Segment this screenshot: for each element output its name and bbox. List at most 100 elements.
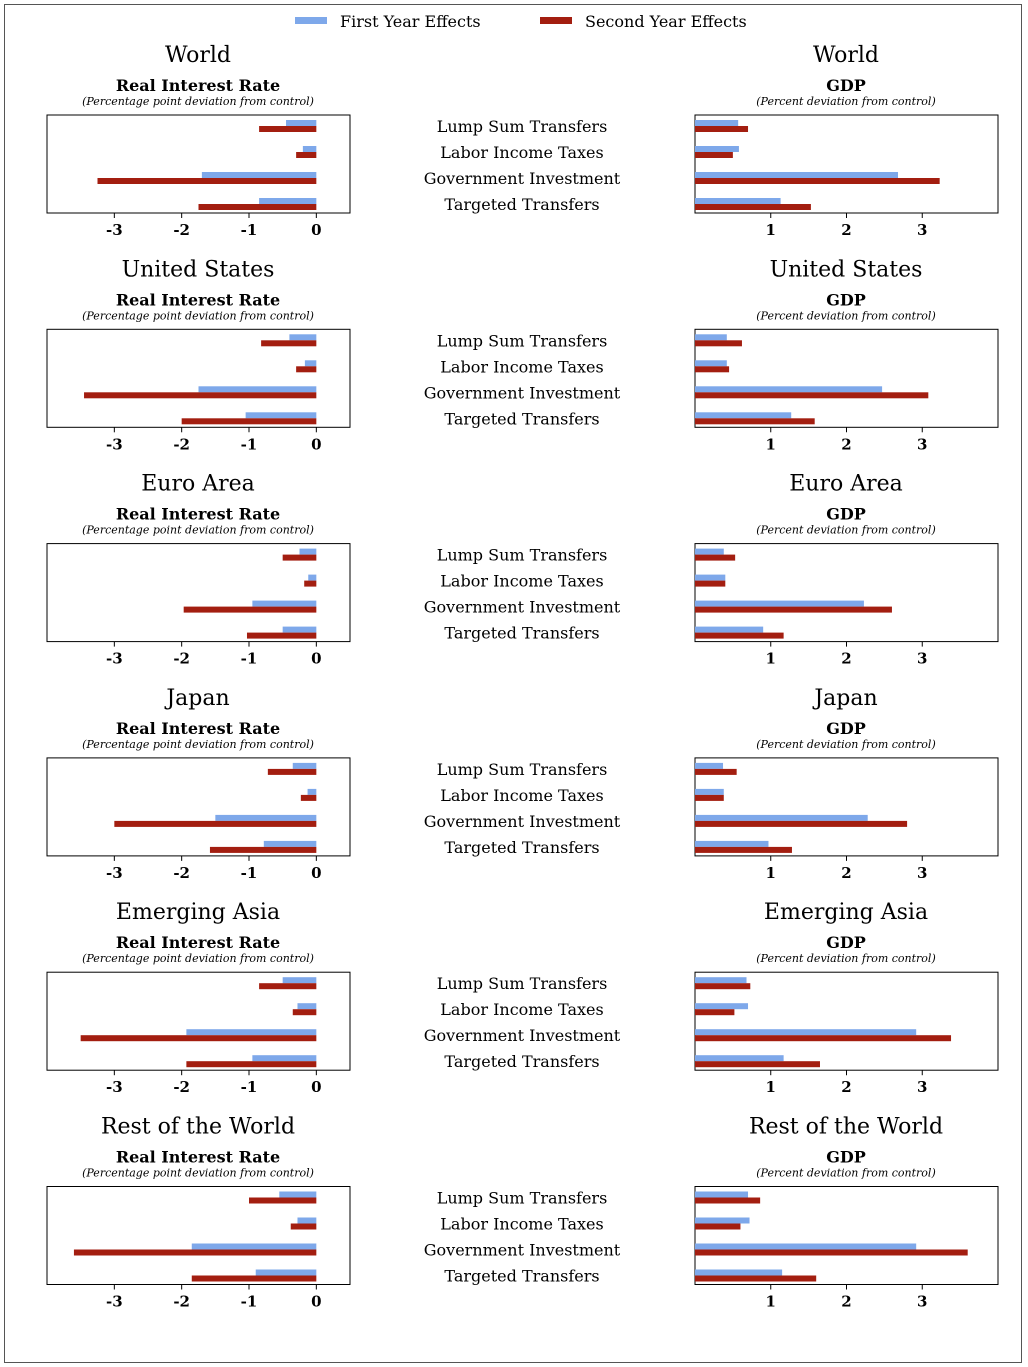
gdp-bar-second-year-targeted-transfers xyxy=(695,846,792,853)
rate-bar-second-year-lump-sum-transfers xyxy=(249,1197,317,1204)
rate-tick-label: 0 xyxy=(311,1078,321,1096)
gdp-bar-second-year-government-investment xyxy=(695,1035,952,1042)
gdp-bar-first-year-targeted-transfers xyxy=(695,1269,783,1276)
rate-bar-second-year-government-investment xyxy=(97,178,317,184)
rate-bar-first-year-labor-income-taxes xyxy=(304,360,317,367)
rate-tick-label: -1 xyxy=(241,1293,258,1311)
rate-bar-second-year-lump-sum-transfers xyxy=(267,768,317,775)
rate-note: (Percentage point deviation from control… xyxy=(82,738,314,751)
gdp-note: (Percent deviation from control) xyxy=(756,1167,935,1180)
gdp-bar-second-year-targeted-transfers xyxy=(695,418,815,425)
rate-bar-first-year-lump-sum-transfers xyxy=(292,762,317,769)
gdp-bar-first-year-labor-income-taxes xyxy=(695,1003,749,1010)
rate-plot-area xyxy=(46,114,351,214)
rate-note: (Percentage point deviation from control… xyxy=(82,309,314,322)
gdp-subtitle: GDP xyxy=(826,505,866,524)
rate-subtitle: Real Interest Rate xyxy=(116,505,280,524)
gdp-tick-label: 3 xyxy=(917,864,927,882)
gdp-bar-first-year-government-investment xyxy=(695,172,899,178)
gdp-bar-first-year-government-investment xyxy=(695,600,864,607)
rate-bar-first-year-government-investment xyxy=(201,172,317,178)
gdp-bar-first-year-targeted-transfers xyxy=(695,626,764,633)
rate-tick-label: 0 xyxy=(311,650,321,668)
rate-bar-first-year-government-investment xyxy=(252,600,317,607)
gdp-tick-label: 3 xyxy=(917,1078,927,1096)
rate-tick-label: -2 xyxy=(173,221,190,239)
category-label-government-investment: Government Investment xyxy=(424,169,621,188)
rate-tick-label: -2 xyxy=(173,650,190,668)
rate-tick-label: -2 xyxy=(173,1293,190,1311)
category-label-lump-sum-transfers: Lump Sum Transfers xyxy=(437,117,608,136)
region-block-emerging-asia: Emerging Asia Emerging Asia Real Interest … xyxy=(46,900,999,1096)
category-label-lump-sum-transfers: Lump Sum Transfers xyxy=(437,331,608,350)
rate-bar-second-year-government-investment xyxy=(114,820,317,827)
category-label-lump-sum-transfers: Lump Sum Transfers xyxy=(437,1189,608,1208)
region-block-world: World World Real Interest Rate(Percentage … xyxy=(46,43,999,239)
region-title-right: Japan xyxy=(812,686,877,711)
rate-tick-label: -1 xyxy=(241,221,258,239)
gdp-tick-label: 2 xyxy=(841,1293,851,1311)
rate-bar-first-year-lump-sum-transfers xyxy=(289,334,317,341)
gdp-tick-label: 2 xyxy=(841,864,851,882)
rate-bar-first-year-government-investment xyxy=(186,1029,317,1036)
gdp-bar-second-year-labor-income-taxes xyxy=(695,152,733,158)
gdp-bar-first-year-government-investment xyxy=(695,814,868,821)
gdp-bar-first-year-government-investment xyxy=(695,1243,917,1250)
legend-label-first-year: First Year Effects xyxy=(340,12,481,31)
rate-tick-label: -3 xyxy=(106,1293,123,1311)
gdp-tick-label: 2 xyxy=(841,221,851,239)
rate-tick-label: -3 xyxy=(106,1078,123,1096)
region-title-right: Euro Area xyxy=(789,472,903,497)
gdp-bar-first-year-labor-income-taxes xyxy=(695,788,724,795)
rate-bar-second-year-government-investment xyxy=(183,606,317,613)
category-label-targeted-transfers: Targeted Transfers xyxy=(444,838,599,857)
rate-tick-label: -1 xyxy=(241,650,258,668)
rate-bar-second-year-targeted-transfers xyxy=(198,204,317,210)
rate-tick-label: -3 xyxy=(106,221,123,239)
gdp-bar-first-year-targeted-transfers xyxy=(695,1055,784,1062)
rate-bar-first-year-targeted-transfers xyxy=(255,1269,317,1276)
rate-bar-first-year-labor-income-taxes xyxy=(302,146,317,152)
gdp-subtitle: GDP xyxy=(826,719,866,738)
region-block-japan: Japan Japan Real Interest Rate(Percentage … xyxy=(46,686,999,882)
region-title-right: Emerging Asia xyxy=(764,900,928,925)
rate-bar-first-year-government-investment xyxy=(215,814,317,821)
category-label-labor-income-taxes: Labor Income Taxes xyxy=(440,572,603,591)
rate-plot-area xyxy=(46,971,351,1071)
legend-swatch-first-year xyxy=(295,17,327,24)
rate-bar-first-year-lump-sum-transfers xyxy=(286,120,317,126)
rate-bar-first-year-targeted-transfers xyxy=(259,198,317,204)
rate-bar-first-year-government-investment xyxy=(191,1243,317,1250)
category-label-government-investment: Government Investment xyxy=(424,1026,621,1045)
rate-bar-first-year-targeted-transfers xyxy=(252,1055,317,1062)
gdp-tick-label: 1 xyxy=(766,435,776,453)
gdp-bar-first-year-labor-income-taxes xyxy=(695,360,727,367)
rate-bar-first-year-lump-sum-transfers xyxy=(279,1191,317,1198)
legend-swatch-second-year xyxy=(540,17,572,24)
rate-bar-first-year-government-investment xyxy=(198,386,317,393)
rate-note: (Percentage point deviation from control… xyxy=(82,1167,314,1180)
rate-subtitle: Real Interest Rate xyxy=(116,290,280,309)
rate-tick-label: 0 xyxy=(311,1293,321,1311)
rate-bar-second-year-government-investment xyxy=(84,392,317,399)
rate-bar-second-year-targeted-transfers xyxy=(209,846,317,853)
gdp-bar-second-year-lump-sum-transfers xyxy=(695,554,736,561)
category-label-lump-sum-transfers: Lump Sum Transfers xyxy=(437,760,608,779)
gdp-tick-label: 1 xyxy=(766,650,776,668)
gdp-note: (Percent deviation from control) xyxy=(756,524,935,537)
rate-note: (Percentage point deviation from control… xyxy=(82,952,314,965)
rate-tick-label: 0 xyxy=(311,864,321,882)
gdp-subtitle: GDP xyxy=(826,76,866,95)
rate-subtitle: Real Interest Rate xyxy=(116,1148,280,1167)
rate-subtitle: Real Interest Rate xyxy=(116,719,280,738)
gdp-bar-second-year-labor-income-taxes xyxy=(695,580,726,587)
region-title-left: United States xyxy=(122,257,275,282)
gdp-bar-second-year-lump-sum-transfers xyxy=(695,1197,761,1204)
gdp-bar-first-year-lump-sum-transfers xyxy=(695,334,727,341)
gdp-bar-first-year-targeted-transfers xyxy=(695,198,781,204)
gdp-bar-second-year-labor-income-taxes xyxy=(695,1009,735,1016)
region-title-left: World xyxy=(165,43,231,68)
gdp-bar-first-year-lump-sum-transfers xyxy=(695,762,724,769)
rate-bar-second-year-government-investment xyxy=(80,1035,317,1042)
